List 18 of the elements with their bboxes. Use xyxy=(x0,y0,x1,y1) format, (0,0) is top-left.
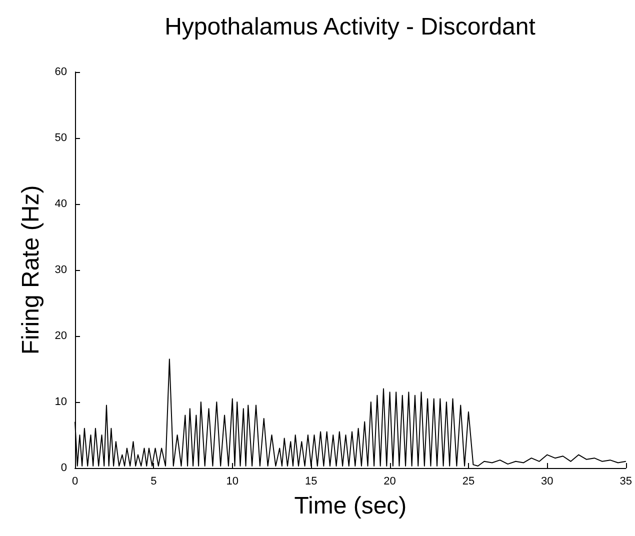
x-tick-label: 15 xyxy=(304,476,318,488)
x-tick-label: 0 xyxy=(72,476,78,488)
chart-title: Hypothalamus Activity - Discordant xyxy=(164,14,536,40)
y-tick-label: 40 xyxy=(54,198,67,210)
x-tick-label: 20 xyxy=(384,476,396,488)
x-axis-title: Time (sec) xyxy=(294,492,407,520)
y-tick-label: 50 xyxy=(54,132,67,144)
y-tick-label: 10 xyxy=(54,396,67,408)
y-tick-label: 60 xyxy=(54,66,67,78)
y-tick-label: 0 xyxy=(60,462,67,474)
x-tick-label: 5 xyxy=(150,476,157,488)
x-tick-label: 35 xyxy=(620,476,632,488)
x-tick-label: 25 xyxy=(462,476,475,488)
y-axis-title: Firing Rate (Hz) xyxy=(18,185,44,355)
y-tick-label: 20 xyxy=(54,330,67,342)
x-tick-label: 10 xyxy=(226,476,239,488)
x-tick-label: 30 xyxy=(541,476,554,488)
y-tick-label: 30 xyxy=(54,264,67,276)
